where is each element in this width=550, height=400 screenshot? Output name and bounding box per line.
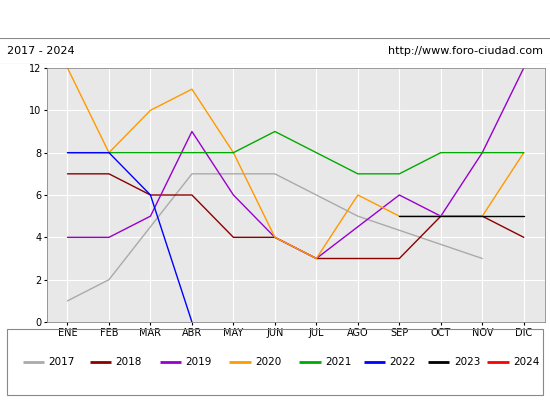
Text: 2018: 2018 <box>116 357 142 367</box>
Text: http://www.foro-ciudad.com: http://www.foro-ciudad.com <box>388 46 543 56</box>
Text: 2024: 2024 <box>513 357 539 367</box>
Text: 2020: 2020 <box>255 357 282 367</box>
Text: Evolucion del paro registrado en El Bohodón: Evolucion del paro registrado en El Boho… <box>105 11 445 27</box>
Text: 2017: 2017 <box>48 357 75 367</box>
Text: 2021: 2021 <box>325 357 351 367</box>
Text: 2017 - 2024: 2017 - 2024 <box>7 46 74 56</box>
Text: 2019: 2019 <box>185 357 212 367</box>
Text: 2022: 2022 <box>389 357 416 367</box>
Text: 2023: 2023 <box>454 357 480 367</box>
